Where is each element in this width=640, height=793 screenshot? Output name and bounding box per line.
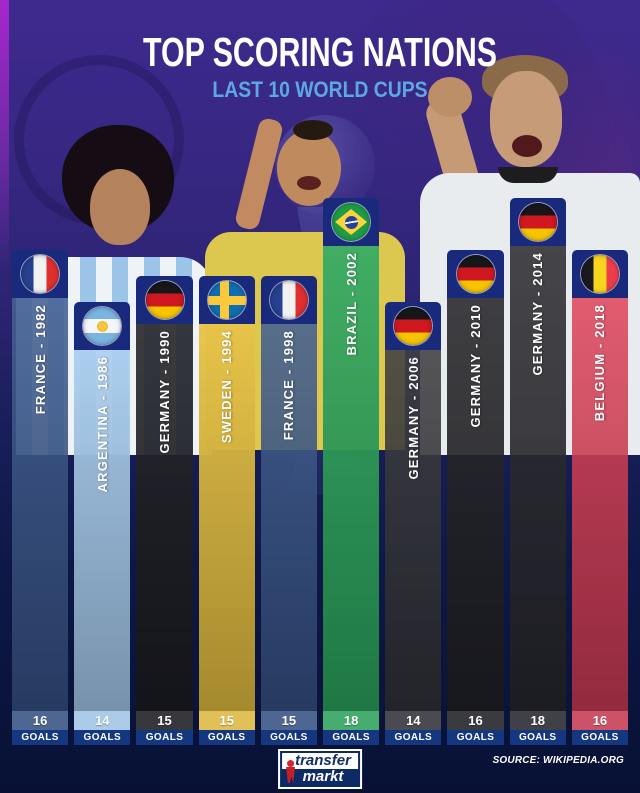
goals-value: 18 (509, 711, 566, 730)
bar-body: GERMANY - 1990 (136, 324, 193, 711)
bar-label: ARGENTINA - 1986 (94, 356, 110, 493)
ronaldo-mouth (297, 176, 321, 190)
belgium-flag-icon (580, 255, 619, 293)
transfermarkt-logo: transfer markt (278, 749, 362, 789)
bar-body: GERMANY - 2006 (385, 350, 442, 711)
bar-body: GERMANY - 2014 (509, 246, 566, 711)
bar-column: SWEDEN - 1994 15 GOALS (198, 276, 255, 745)
goals-value: 18 (323, 711, 380, 730)
bar-flag-tab (385, 302, 442, 350)
maradona-face (90, 169, 150, 245)
bar-body: BELGIUM - 2018 (571, 298, 629, 711)
bar-flag-tab (74, 302, 131, 350)
bar-label: GERMANY - 2010 (468, 304, 484, 428)
header: TOP SCORING NATIONS LAST 10 WORLD CUPS (0, 0, 640, 103)
goals-value: 15 (136, 711, 193, 730)
bar-column: FRANCE - 1998 15 GOALS (260, 276, 318, 745)
bar-flag-tab (447, 250, 504, 298)
page-subtitle: LAST 10 WORLD CUPS (212, 77, 428, 102)
bar-label: GERMANY - 2014 (530, 252, 546, 376)
goals-unit-label: GOALS (12, 730, 69, 745)
bar-body: BRAZIL - 2002 (323, 246, 380, 711)
goals-unit-label: GOALS (74, 730, 131, 745)
transfermarkt-mascot-icon (285, 760, 295, 784)
argentina-flag-icon (83, 307, 122, 345)
bar-flag-tab (571, 250, 629, 298)
goals-value: 16 (12, 711, 69, 730)
brazil-flag-icon (332, 203, 371, 241)
bar-flag-tab (260, 276, 318, 324)
bar-label: FRANCE - 1998 (281, 330, 297, 441)
germany-flag-icon (145, 281, 184, 319)
france-flag-icon (21, 255, 60, 293)
bar-flag-tab (198, 276, 255, 324)
goals-unit-label: GOALS (447, 730, 504, 745)
goals-value: 14 (385, 711, 442, 730)
bar-column: GERMANY - 1990 15 GOALS (136, 276, 193, 745)
ronaldo-hair (293, 120, 333, 140)
goals-unit-label: GOALS (385, 730, 442, 745)
goals-unit-label: GOALS (571, 730, 629, 745)
goals-value: 16 (571, 711, 629, 730)
germany-flag-icon (394, 307, 433, 345)
bar-column: FRANCE - 1982 16 GOALS (12, 250, 69, 745)
bar-body: FRANCE - 1982 (12, 298, 69, 711)
bar-flag-tab (12, 250, 69, 298)
magenta-edge-stripe (0, 0, 9, 270)
bar-label: BELGIUM - 2018 (592, 304, 608, 422)
goals-unit-label: GOALS (323, 730, 380, 745)
germany-flag-icon (518, 203, 557, 241)
goals-value: 16 (447, 711, 504, 730)
bar-column: BRAZIL - 2002 18 GOALS (323, 198, 380, 745)
france-flag-icon (269, 281, 308, 319)
bar-label: GERMANY - 2006 (405, 356, 421, 480)
goals-unit-label: GOALS (136, 730, 193, 745)
bar-body: ARGENTINA - 1986 (74, 350, 131, 711)
bar-column: GERMANY - 2006 14 GOALS (385, 302, 442, 745)
bar-column: ARGENTINA - 1986 14 GOALS (74, 302, 131, 745)
goals-value: 15 (260, 711, 318, 730)
ronaldo-head (277, 130, 341, 206)
bar-label: BRAZIL - 2002 (343, 252, 359, 356)
goals-value: 15 (198, 711, 255, 730)
bar-flag-tab (136, 276, 193, 324)
bar-column: GERMANY - 2010 16 GOALS (447, 250, 504, 745)
bar-label: FRANCE - 1982 (32, 304, 48, 415)
bar-body: GERMANY - 2010 (447, 298, 504, 711)
mueller-mouth (512, 135, 542, 157)
goals-value: 14 (74, 711, 131, 730)
bar-body: FRANCE - 1998 (260, 324, 318, 711)
page-title: TOP SCORING NATIONS (142, 29, 497, 75)
source-credit: SOURCE: WIKIPEDIA.ORG (492, 755, 624, 766)
bar-label: GERMANY - 1990 (157, 330, 172, 454)
mueller-jersey-collar (498, 167, 558, 183)
bars: FRANCE - 1982 16 GOALS ARGENTINA - 1986 … (12, 198, 629, 745)
goals-unit-label: GOALS (260, 730, 318, 745)
transfermarkt-logo-bottom: markt (282, 769, 358, 785)
bar-column: BELGIUM - 2018 16 GOALS (571, 250, 629, 745)
bar-body: SWEDEN - 1994 (198, 324, 255, 711)
goals-unit-label: GOALS (509, 730, 566, 745)
bar-flag-tab (323, 198, 380, 246)
bar-flag-tab (509, 198, 566, 246)
bar-column: GERMANY - 2014 18 GOALS (509, 198, 566, 745)
bar-label: SWEDEN - 1994 (219, 330, 235, 444)
goals-unit-label: GOALS (198, 730, 255, 745)
mueller-fist (428, 77, 472, 117)
germany-flag-icon (456, 255, 495, 293)
sweden-flag-icon (207, 281, 246, 319)
transfermarkt-logo-top: transfer (282, 753, 358, 769)
